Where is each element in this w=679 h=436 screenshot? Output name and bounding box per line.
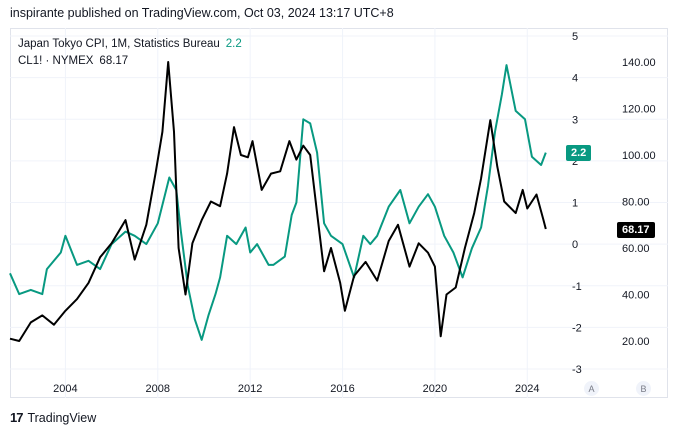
chart-legend: Japan Tokyo CPI, 1M, Statistics Bureau 2.… [18,36,242,70]
cpi-last-value-badge: 2.2 [566,145,592,161]
legend-value-cpi: 2.2 [225,38,242,50]
right-axis-tick-label: 120.00 [622,104,656,116]
x-axis-tick-label: 2024 [515,383,539,395]
series-line-crude [9,61,547,342]
gridlines [10,28,668,398]
x-axis-tick-label: 2008 [146,383,170,395]
legend-value-crude: 68.17 [99,55,129,67]
chart-frame [10,28,668,398]
right-axis-tick-label: 40.00 [622,290,650,302]
legend-label-cpi: Japan Tokyo CPI, 1M, Statistics Bureau [18,38,220,50]
right-axis-tick-label: 140.00 [622,57,656,69]
x-axis-tick-label: 2012 [238,383,262,395]
left-axis-tick-label: -3 [572,364,582,376]
crude-last-value-badge: 68.17 [617,222,655,238]
series-layer [9,61,547,342]
tradingview-logo[interactable]: 17 TradingView [10,410,96,425]
left-axis-tick-label: -2 [572,322,582,334]
left-axis-tick-label: 5 [572,31,578,43]
x-axis-tick-label: 2004 [53,383,77,395]
x-axis-tick-label: 2020 [423,383,447,395]
right-axis-tick-label: 100.00 [622,150,656,162]
right-axis-tick-label: 60.00 [622,243,650,255]
legend-row-crude[interactable]: CL1! · NYMEX 68.17 [18,53,242,70]
tradingview-brand-text: TradingView [27,410,97,425]
left-axis-tick-label: 3 [572,114,578,126]
left-axis-tick-label: 1 [572,198,578,210]
legend-row-cpi[interactable]: Japan Tokyo CPI, 1M, Statistics Bureau 2.… [18,36,242,53]
x-axis-tick-label: 2016 [330,383,354,395]
x-axis-ticks: 2004 2008 2012 2016 2020 2024 [53,383,539,395]
left-axis-tick-label: 0 [572,239,578,251]
left-axis-tick-label: -1 [572,281,582,293]
legend-label-crude: CL1! · NYMEX [18,55,94,67]
right-axis-tick-label: 80.00 [622,197,650,209]
series-line-cpi [9,64,547,341]
tradingview-logo-icon: 17 [10,410,24,425]
left-axis-tick-label: 4 [572,73,578,85]
publish-info: inspirante published on TradingView.com,… [10,6,394,20]
right-axis-tick-label: 20.00 [622,336,650,348]
left-axis-tick-label: 2 [572,156,578,168]
log-scale-button[interactable]: B [636,381,651,396]
left-axis-ticks: 5 4 3 2 1 0 -1 -2 -3 [572,31,582,376]
right-axis-ticks: 140.00 120.00 100.00 80.00 60.00 40.00 20.00 [622,57,656,348]
auto-scale-button[interactable]: A [584,381,599,396]
